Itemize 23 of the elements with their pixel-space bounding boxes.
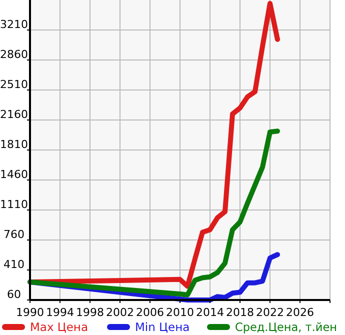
x-tick-label: 1990	[16, 306, 44, 319]
y-tick-label: 2160	[0, 108, 28, 121]
y-tick-label: 1460	[0, 168, 28, 181]
y-tick-label: 3210	[0, 18, 28, 31]
x-tick-label: 2022	[256, 306, 284, 319]
y-tick-label: 60	[7, 288, 21, 301]
y-tick-label: 2510	[0, 78, 28, 91]
x-tick-label: 2006	[136, 306, 164, 319]
y-tick-label: 410	[4, 258, 24, 271]
y-tick-label: 1810	[0, 138, 28, 151]
x-tick-label: 2010	[166, 306, 194, 319]
x-tick-label: 1994	[46, 306, 74, 319]
x-tick-label: 2014	[196, 306, 224, 319]
legend-label: Сред.Цена, т.йен	[235, 320, 340, 334]
y-tick-label: 1110	[0, 198, 28, 211]
y-tick-label: 760	[4, 228, 24, 241]
x-tick-label: 2026	[286, 306, 314, 319]
y-tick-label: 2860	[0, 48, 28, 61]
x-tick-label: 2002	[106, 306, 134, 319]
legend-label: Max Цена	[30, 320, 88, 334]
legend-label: Min Цена	[135, 320, 190, 334]
x-tick-label: 1998	[76, 306, 104, 319]
x-tick-label: 2018	[226, 306, 254, 319]
